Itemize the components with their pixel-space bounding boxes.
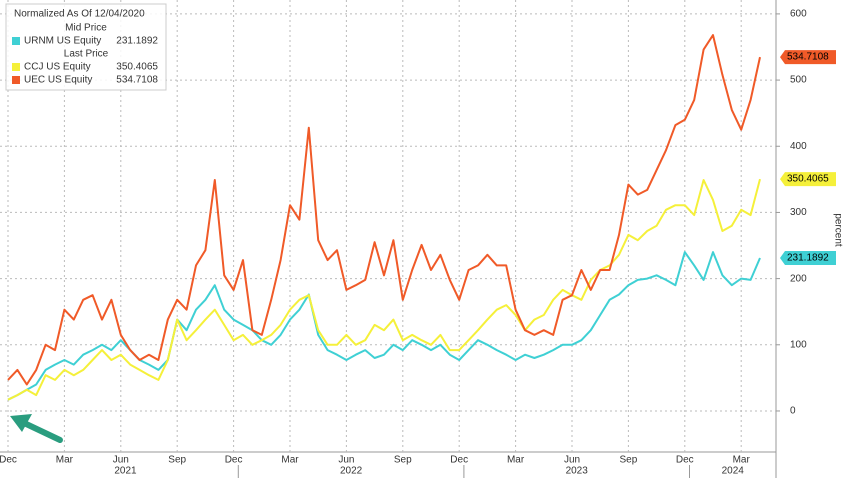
x-tick-label: Dec <box>676 455 694 466</box>
end-label: 231.1892 <box>787 253 829 264</box>
year-label: 2023 <box>566 466 589 477</box>
x-tick-label: Mar <box>507 455 525 466</box>
end-label-box <box>780 250 836 265</box>
x-tick-label: Dec <box>225 455 243 466</box>
y-tick-label: 400 <box>790 141 807 152</box>
legend-label: CCJ US Equity <box>24 62 91 73</box>
legend-value: 231.1892 <box>116 36 158 47</box>
grid <box>0 0 776 452</box>
legend-value: 534.7108 <box>116 75 158 86</box>
series-line <box>7 34 761 386</box>
y-tick-label: 100 <box>790 339 807 350</box>
legend-box <box>5 3 167 91</box>
x-tick-label: Dec <box>450 455 468 466</box>
y-tick-label: 0 <box>790 406 796 417</box>
y-axis-label: percent <box>832 213 843 247</box>
legend-swatch <box>12 63 20 71</box>
end-label-box <box>780 172 836 187</box>
x-tick-label: Sep <box>168 455 186 466</box>
y-tick-label: 300 <box>790 207 807 218</box>
legend: Normalized As Of 12/04/2020 Mid Price URN… <box>5 3 167 91</box>
legend-title: Normalized As Of 12/04/2020 <box>14 9 145 20</box>
end-label-box <box>780 50 836 65</box>
legend-value: 350.4065 <box>116 62 158 73</box>
arrow-shaft <box>19 419 63 443</box>
end-label: 534.7108 <box>787 52 829 63</box>
year-label: 2021 <box>114 466 137 477</box>
year-label: 2022 <box>340 466 363 477</box>
end-label: 350.4065 <box>787 174 829 185</box>
legend-label: UEC US Equity <box>24 75 92 86</box>
y-tick-label: 500 <box>790 75 807 86</box>
x-tick-label: Mar <box>281 455 299 466</box>
x-tick-label: Sep <box>394 455 412 466</box>
x-tick-label: Jun <box>338 455 354 466</box>
x-tick-label: Jun <box>564 455 580 466</box>
legend-header: Last Price <box>64 49 109 60</box>
annotation-arrow <box>10 414 63 443</box>
series-line <box>7 178 761 401</box>
x-tick-label: Mar <box>56 455 74 466</box>
year-label: 2024 <box>722 466 745 477</box>
legend-label: URNM US Equity <box>24 36 101 47</box>
x-tick-label: Sep <box>620 455 638 466</box>
x-tick-label: Mar <box>733 455 751 466</box>
y-tick-label: 200 <box>790 273 807 284</box>
legend-swatch <box>12 37 20 45</box>
legend-swatch <box>12 76 20 84</box>
x-tick-label: Dec <box>0 455 17 466</box>
series-lines <box>7 34 761 401</box>
x-tick-label: Jun <box>113 455 129 466</box>
arrow-head <box>10 414 32 432</box>
y-tick-label: 600 <box>790 9 807 20</box>
legend-header: Mid Price <box>65 23 107 34</box>
